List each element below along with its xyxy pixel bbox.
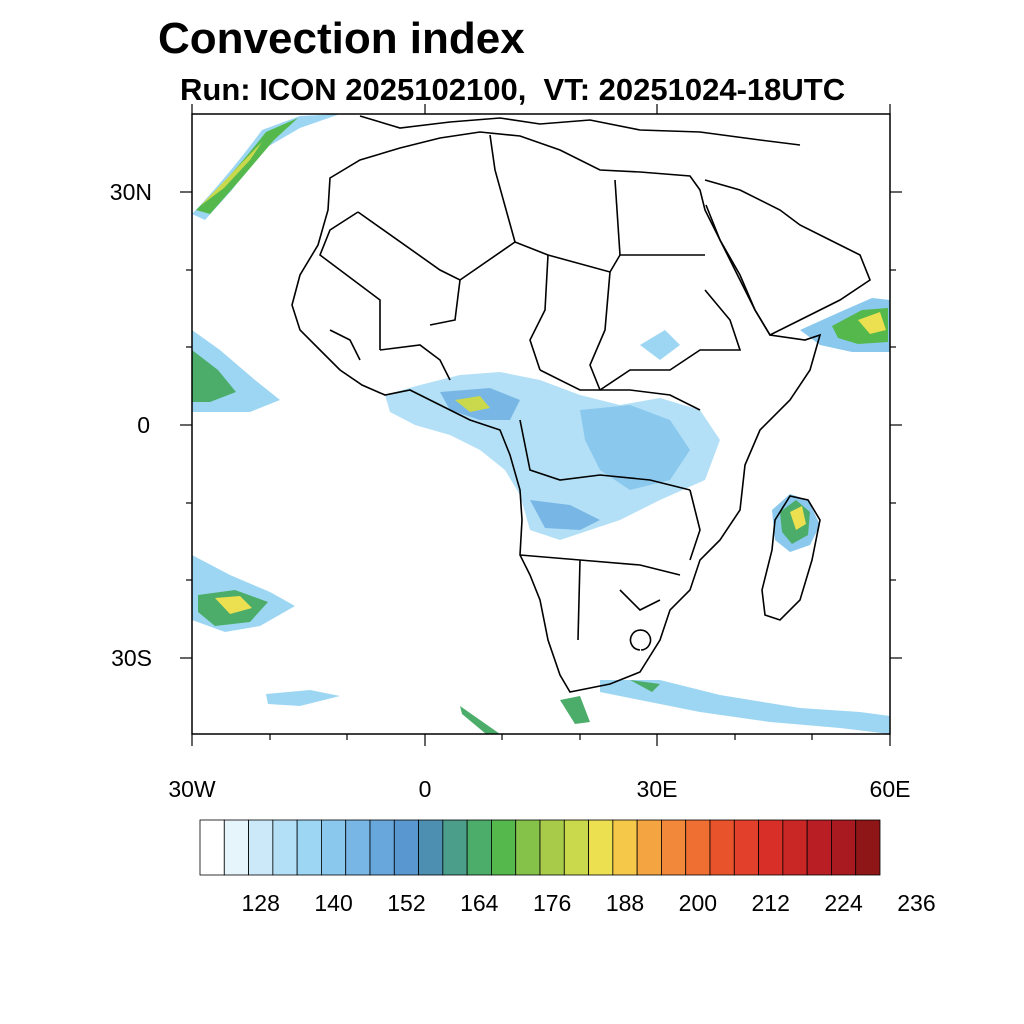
africa-coastline-map: [291, 115, 871, 693]
chart-subtitle: Run: ICON 2025102100, VT: 20251024-18UTC: [180, 72, 846, 107]
colorbar-swatch: [563, 819, 589, 876]
colorbar-swatch: [418, 819, 444, 876]
colorbar-swatch: [345, 819, 371, 876]
colorbar-swatch: [612, 819, 638, 876]
lat-label-0: 0: [137, 412, 150, 438]
colorbar-swatch: [733, 819, 759, 876]
colorbar: [199, 819, 881, 876]
colorbar-swatch: [223, 819, 249, 876]
colorbar-swatch: [758, 819, 784, 876]
lat-label-30n: 30N: [110, 179, 152, 205]
lon-label-60e: 60E: [870, 776, 911, 802]
colorbar-tick-label: 200: [679, 890, 717, 916]
colorbar-swatch: [539, 819, 565, 876]
axis-ticks: [180, 104, 902, 746]
colorbar-swatch: [636, 819, 662, 876]
colorbar-swatch: [782, 819, 808, 876]
colorbar-tick-label: 140: [314, 890, 352, 916]
colorbar-swatch: [709, 819, 735, 876]
colorbar-tick-label: 212: [752, 890, 790, 916]
colorbar-swatch: [685, 819, 711, 876]
colorbar-tick-label: 188: [606, 890, 644, 916]
colorbar-tick-label: 236: [897, 890, 935, 916]
map-frame: [191, 113, 891, 735]
lon-label-0: 0: [419, 776, 432, 802]
colorbar-swatch: [855, 819, 881, 876]
colorbar-swatch: [296, 819, 322, 876]
colorbar-tick-label: 164: [460, 890, 499, 916]
colorbar-swatch: [588, 819, 614, 876]
colorbar-swatch: [515, 819, 541, 876]
colorbar-tick-label: 224: [824, 890, 863, 916]
lon-label-30w: 30W: [168, 776, 216, 802]
colorbar-swatch: [442, 819, 468, 876]
colorbar-swatch: [661, 819, 687, 876]
colorbar-swatch: [199, 819, 225, 876]
colorbar-swatch: [393, 819, 419, 876]
colorbar-swatch: [831, 819, 857, 876]
colorbar-swatch: [369, 819, 395, 876]
colorbar-swatch: [321, 819, 347, 876]
colorbar-swatch: [272, 819, 298, 876]
colorbar-tick-label: 128: [242, 890, 280, 916]
colorbar-swatch: [491, 819, 517, 876]
colorbar-tick-label: 176: [533, 890, 571, 916]
colorbar-labels: 128 140 152 164 176 188 200 212 224 236: [242, 890, 936, 916]
chart-title: Convection index: [158, 14, 525, 63]
lon-label-30e: 30E: [637, 776, 678, 802]
colorbar-swatch: [806, 819, 832, 876]
colorbar-swatch: [466, 819, 492, 876]
colorbar-tick-label: 152: [387, 890, 425, 916]
lat-label-30s: 30S: [111, 645, 152, 671]
convection-shading: [192, 114, 890, 734]
colorbar-swatch: [248, 819, 274, 876]
